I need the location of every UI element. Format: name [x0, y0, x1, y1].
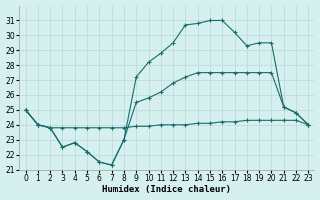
X-axis label: Humidex (Indice chaleur): Humidex (Indice chaleur): [102, 185, 231, 194]
